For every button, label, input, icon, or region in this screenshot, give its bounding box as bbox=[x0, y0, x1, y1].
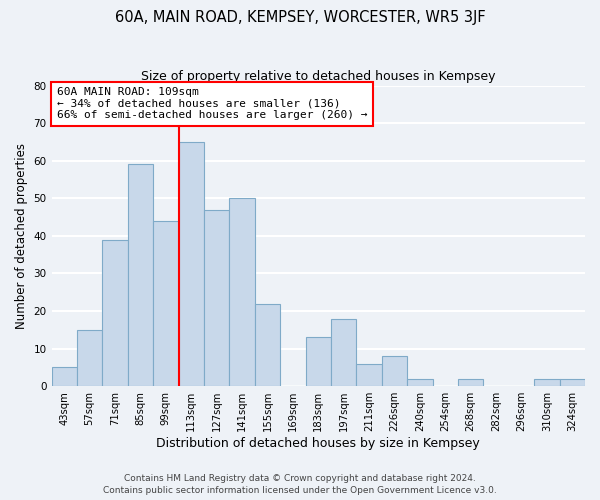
Bar bbox=[382, 356, 407, 386]
Text: Contains HM Land Registry data © Crown copyright and database right 2024.
Contai: Contains HM Land Registry data © Crown c… bbox=[103, 474, 497, 495]
Text: 60A MAIN ROAD: 109sqm
← 34% of detached houses are smaller (136)
66% of semi-det: 60A MAIN ROAD: 109sqm ← 34% of detached … bbox=[57, 87, 367, 120]
Bar bbox=[103, 240, 128, 386]
Text: 60A, MAIN ROAD, KEMPSEY, WORCESTER, WR5 3JF: 60A, MAIN ROAD, KEMPSEY, WORCESTER, WR5 … bbox=[115, 10, 485, 25]
Bar bbox=[229, 198, 255, 386]
Bar bbox=[179, 142, 204, 386]
Bar bbox=[534, 378, 560, 386]
Title: Size of property relative to detached houses in Kempsey: Size of property relative to detached ho… bbox=[141, 70, 496, 83]
Bar bbox=[356, 364, 382, 386]
Bar bbox=[77, 330, 103, 386]
Bar bbox=[305, 338, 331, 386]
X-axis label: Distribution of detached houses by size in Kempsey: Distribution of detached houses by size … bbox=[157, 437, 480, 450]
Bar bbox=[128, 164, 153, 386]
Bar bbox=[458, 378, 484, 386]
Bar bbox=[255, 304, 280, 386]
Bar bbox=[560, 378, 585, 386]
Y-axis label: Number of detached properties: Number of detached properties bbox=[15, 143, 28, 329]
Bar bbox=[204, 210, 229, 386]
Bar bbox=[153, 221, 179, 386]
Bar bbox=[52, 368, 77, 386]
Bar bbox=[407, 378, 433, 386]
Bar bbox=[331, 318, 356, 386]
